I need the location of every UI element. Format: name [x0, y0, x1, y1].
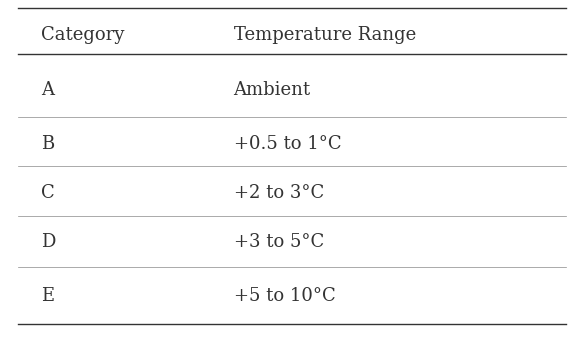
Text: B: B	[41, 135, 54, 153]
Text: D: D	[41, 233, 55, 251]
Text: +5 to 10°C: +5 to 10°C	[234, 287, 335, 305]
Text: E: E	[41, 287, 54, 305]
Text: +3 to 5°C: +3 to 5°C	[234, 233, 324, 251]
Text: C: C	[41, 184, 55, 202]
Text: A: A	[41, 80, 54, 99]
Text: Ambient: Ambient	[234, 80, 311, 99]
Text: Category: Category	[41, 26, 124, 45]
Text: Temperature Range: Temperature Range	[234, 26, 416, 45]
Text: +0.5 to 1°C: +0.5 to 1°C	[234, 135, 341, 153]
Text: +2 to 3°C: +2 to 3°C	[234, 184, 324, 202]
